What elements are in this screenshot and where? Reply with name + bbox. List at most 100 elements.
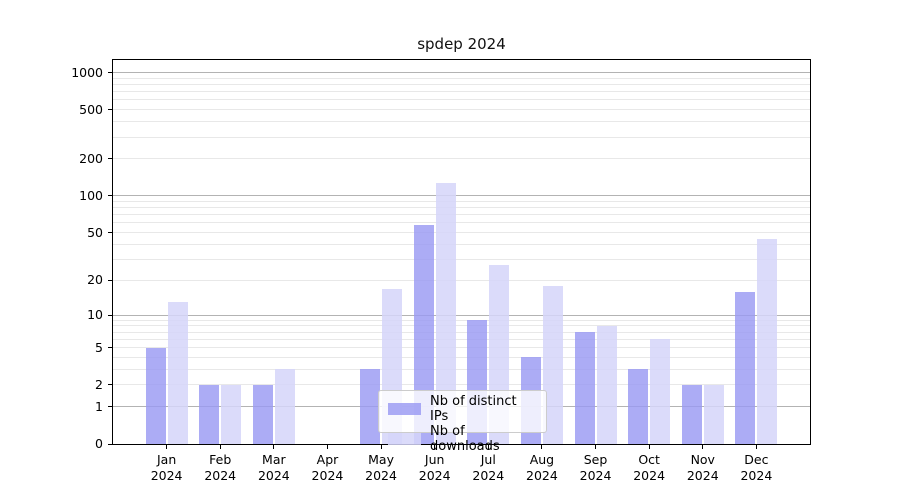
y-tick-mark — [108, 314, 112, 316]
grid-line-minor — [113, 368, 810, 370]
grid-line-major — [113, 72, 810, 73]
ips-bar — [735, 291, 756, 444]
downloads-bar — [596, 325, 617, 444]
ips-bar — [199, 384, 220, 444]
y-tick-label: 200 — [79, 150, 103, 166]
x-tick-label: Jun 2024 — [418, 452, 451, 483]
x-tick-mark — [755, 445, 757, 449]
y-tick-label: 10 — [87, 307, 103, 323]
y-tick-label: 50 — [87, 224, 103, 240]
y-tick-mark — [108, 158, 112, 160]
x-tick-mark — [273, 445, 275, 449]
ips-bar — [413, 224, 434, 444]
grid-line-minor — [113, 319, 810, 321]
downloads-bar — [221, 384, 242, 444]
ips-bar — [681, 384, 702, 444]
chart-title: spdep 2024 — [417, 35, 506, 53]
x-tick-label: Jan 2024 — [150, 452, 183, 483]
x-tick-label: May 2024 — [365, 452, 397, 483]
grid-line-minor — [113, 258, 810, 260]
y-tick-mark — [108, 347, 112, 349]
downloads-bar — [757, 239, 778, 444]
plot-frame — [112, 59, 811, 445]
x-tick-mark — [380, 445, 382, 449]
grid-line-minor — [113, 384, 810, 386]
y-tick-mark — [108, 406, 112, 408]
legend-label-downloads: Nb of downloads — [430, 424, 500, 454]
y-tick-label: 100 — [79, 187, 103, 203]
grid-line-minor — [113, 109, 810, 111]
downloads-bar — [435, 183, 456, 444]
grid-line-minor — [113, 121, 810, 123]
legend-item-downloads: Nb of downloads — [388, 424, 537, 454]
y-tick-mark — [108, 72, 112, 73]
x-tick-label: Apr 2024 — [311, 452, 344, 483]
x-tick-mark — [541, 445, 543, 449]
grid-line-minor — [113, 325, 810, 327]
y-tick-mark — [108, 279, 112, 281]
grid-line-minor — [113, 200, 810, 202]
y-tick-label: 5 — [95, 339, 103, 355]
grid-line-minor — [113, 83, 810, 85]
y-tick-mark — [108, 195, 112, 197]
ips-bar — [628, 369, 649, 444]
grid-line-minor — [113, 331, 810, 333]
x-tick-mark — [595, 445, 597, 449]
grid-line-minor — [113, 91, 810, 93]
grid-line-minor — [113, 77, 810, 79]
x-tick-label: Jul 2024 — [472, 452, 505, 483]
grid-line-minor — [113, 136, 810, 138]
grid-line-minor — [113, 232, 810, 234]
y-tick-label: 0 — [95, 436, 103, 451]
grid-line-minor — [113, 243, 810, 245]
grid-line-major — [113, 195, 810, 197]
grid-line-minor — [113, 207, 810, 209]
downloads-bar — [274, 369, 295, 444]
x-tick-label: Sep 2024 — [579, 452, 612, 483]
y-tick-mark — [108, 443, 112, 445]
grid-line-minor — [113, 347, 810, 349]
ips-bar — [145, 347, 166, 444]
ips-swatch — [388, 403, 421, 415]
legend-item-ips: Nb of distinct IPs — [388, 394, 537, 424]
x-tick-mark — [487, 445, 489, 449]
grid-line-minor — [113, 279, 810, 281]
x-tick-label: Mar 2024 — [257, 452, 290, 483]
ips-bar — [574, 332, 595, 444]
legend-label-ips: Nb of distinct IPs — [430, 394, 517, 424]
legend: Nb of distinct IPs Nb of downloads — [378, 390, 547, 454]
grid-line-minor — [113, 214, 810, 216]
downloads-bar — [542, 285, 563, 444]
y-tick-mark — [108, 109, 112, 111]
y-tick-label: 1000 — [71, 64, 103, 80]
y-tick-label: 2 — [95, 376, 103, 392]
grid-line-minor — [113, 338, 810, 340]
downloads-bar — [650, 339, 671, 444]
x-tick-mark — [326, 445, 328, 449]
downloads-bar — [703, 384, 724, 444]
grid-line-major — [113, 314, 810, 316]
y-tick-mark — [108, 232, 112, 234]
ips-bar — [252, 384, 273, 444]
downloads-swatch — [388, 433, 421, 445]
x-tick-label: Feb 2024 — [204, 452, 237, 483]
x-tick-label: Aug 2024 — [526, 452, 558, 483]
x-tick-label: Nov 2024 — [686, 452, 719, 483]
x-tick-label: Oct 2024 — [633, 452, 666, 483]
grid-line-minor — [113, 158, 810, 160]
x-tick-mark — [166, 445, 168, 449]
grid-line-minor — [113, 356, 810, 358]
x-tick-mark — [648, 445, 650, 449]
x-tick-mark — [219, 445, 221, 449]
y-tick-mark — [108, 384, 112, 386]
ips-bar — [360, 369, 381, 444]
downloads-bar — [167, 302, 188, 444]
y-tick-label: 500 — [79, 101, 103, 117]
y-tick-label: 1 — [95, 398, 103, 414]
grid-line-minor — [113, 222, 810, 224]
x-tick-label: Dec 2024 — [740, 452, 773, 483]
x-tick-mark — [434, 445, 436, 449]
grid-line-minor — [113, 99, 810, 101]
x-tick-mark — [702, 445, 704, 449]
